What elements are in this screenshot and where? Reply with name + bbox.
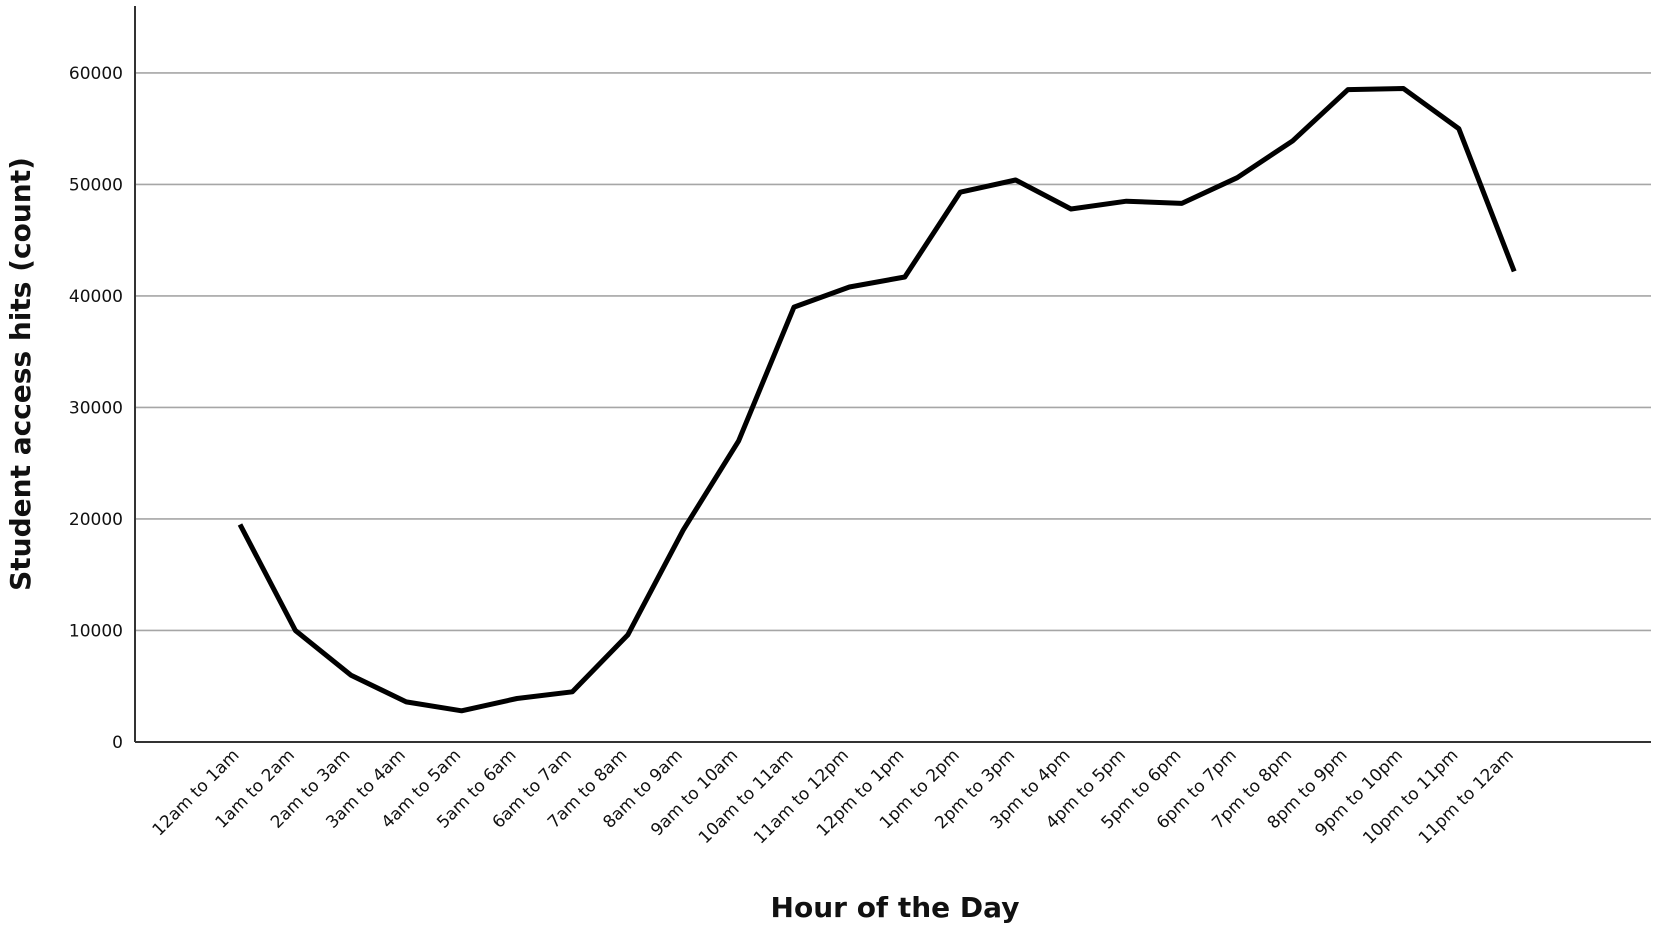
y-tick-label: 10000: [69, 621, 123, 641]
y-tick-label: 20000: [69, 510, 123, 530]
x-tick-label: 11am to 12pm: [750, 745, 853, 848]
y-tick-label: 0: [112, 733, 123, 753]
axes: [134, 6, 1651, 743]
x-tick-label: 10pm to 11pm: [1359, 745, 1462, 848]
y-tick-label: 30000: [69, 398, 123, 418]
series-line: [237, 86, 1517, 714]
gridlines: [135, 72, 1651, 632]
y-tick-label: 50000: [69, 175, 123, 195]
y-tick-label: 60000: [69, 64, 123, 84]
x-axis-title: Hour of the Day: [771, 891, 1020, 924]
series-layer: [237, 86, 1517, 714]
x-tick-label: 10am to 11am: [695, 745, 798, 848]
x-tick-label: 11pm to 12am: [1415, 745, 1518, 848]
y-axis-title: Student access hits (count): [4, 157, 37, 591]
y-tick-label: 40000: [69, 287, 123, 307]
y-tick-labels: 0 10000 20000 30000 40000 50000 60000: [69, 64, 123, 753]
